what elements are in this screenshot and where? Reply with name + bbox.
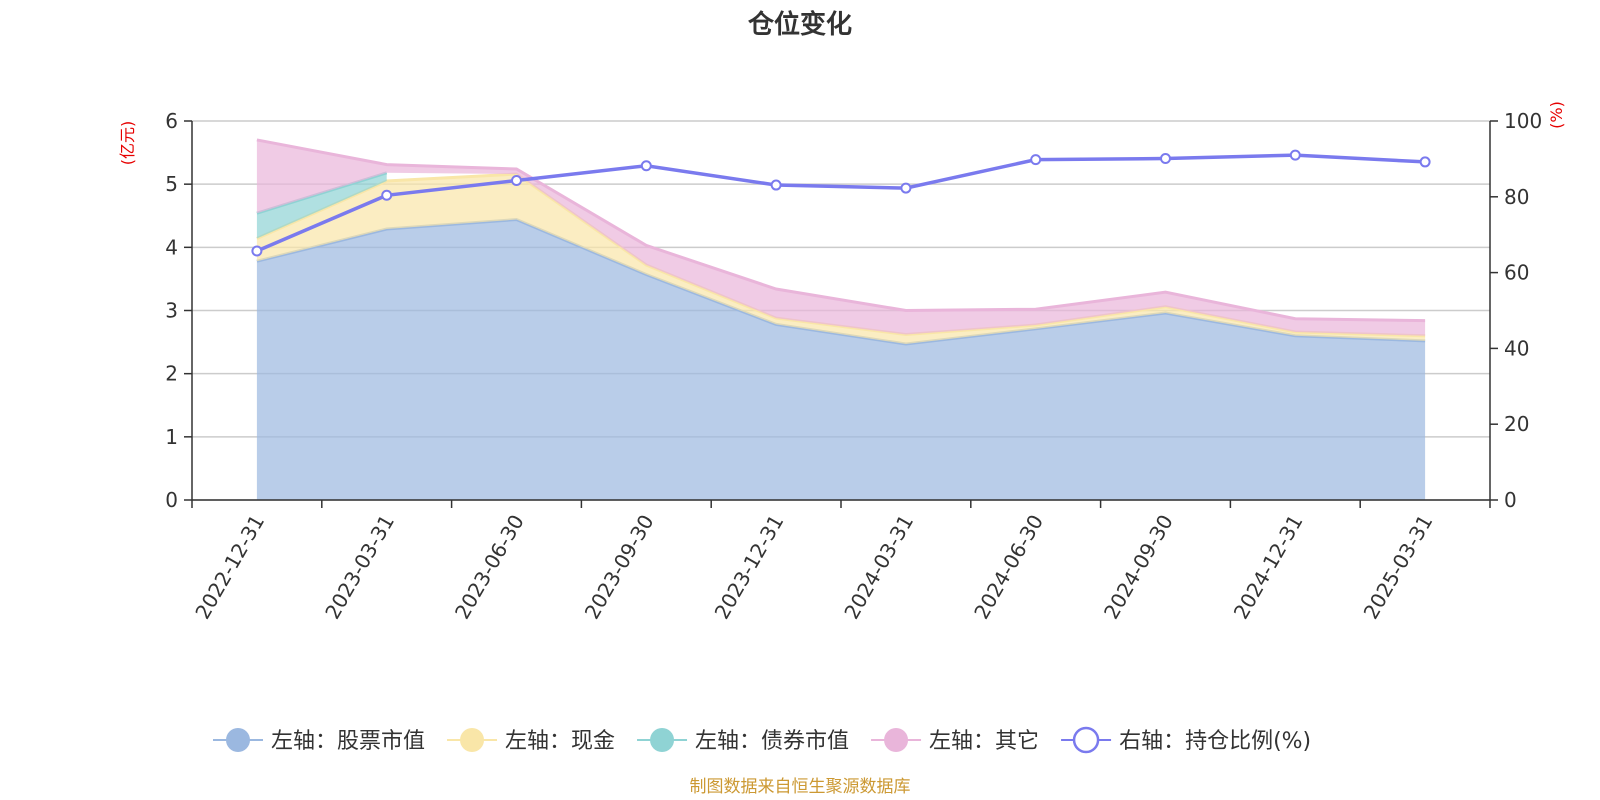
right-tick-label: 40	[1504, 336, 1529, 360]
left-tick-label: 4	[165, 235, 178, 259]
legend-marker	[460, 728, 485, 752]
left-tick-label: 0	[165, 488, 178, 512]
x-tick-label: 2024-09-30	[1099, 511, 1178, 624]
x-tick-label: 2024-03-31	[839, 511, 918, 624]
ratio-point	[511, 175, 522, 187]
ratio-point	[251, 245, 263, 257]
left-tick-label: 2	[165, 362, 178, 386]
ratio-point	[1289, 149, 1301, 161]
right-tick-label: 60	[1504, 261, 1529, 285]
x-tick-label: 2025-03-31	[1359, 511, 1438, 624]
legend-label: 右轴：持仓比例(%)	[1119, 729, 1311, 754]
right-tick-label: 100	[1504, 109, 1542, 133]
chart-title: 仓位变化	[747, 9, 852, 40]
area-series-2	[256, 172, 387, 239]
legend-label: 左轴：现金	[505, 729, 615, 754]
ratio-point	[770, 179, 782, 191]
area-series	[256, 138, 1426, 501]
left-tick-label: 1	[165, 425, 178, 449]
right-axis-unit: (%)	[1547, 101, 1566, 129]
x-tick-label: 2023-12-31	[710, 511, 789, 624]
legend-marker	[884, 728, 909, 752]
ratio-line	[256, 153, 1426, 253]
ratio-point	[1419, 156, 1431, 168]
ratio-line-series	[251, 149, 1431, 257]
left-tick-label: 6	[165, 109, 178, 133]
x-tick-label: 2023-03-31	[320, 511, 399, 624]
ratio-point	[1030, 154, 1042, 166]
left-tick-label: 3	[165, 299, 178, 323]
x-tick-label: 2022-12-31	[190, 511, 269, 624]
left-tick-label: 5	[165, 172, 178, 196]
ratio-point	[381, 189, 393, 201]
right-tick-label: 80	[1504, 185, 1529, 209]
legend-label: 左轴：其它	[929, 729, 1039, 754]
right-tick-label: 0	[1504, 488, 1517, 512]
ratio-point	[900, 182, 912, 194]
area-series-1	[256, 174, 1426, 344]
x-tick-label: 2024-12-31	[1229, 511, 1308, 624]
ratio-point	[640, 160, 652, 172]
legend: 左轴：股票市值 左轴：现金 左轴：债券市值 左轴：其它 右轴：持仓比例(%)	[213, 726, 1311, 754]
x-tick-label: 2023-06-30	[450, 511, 529, 624]
x-tick-label: 2024-06-30	[969, 511, 1048, 624]
ratio-point	[1160, 153, 1171, 165]
legend-label: 左轴：股票市值	[271, 729, 425, 754]
data-source-note: 制图数据来自恒生聚源数据库	[690, 777, 911, 797]
legend-label: 左轴：债券市值	[695, 729, 849, 754]
right-tick-label: 20	[1504, 412, 1529, 436]
legend-marker	[1072, 726, 1100, 754]
legend-marker	[226, 728, 250, 752]
left-axis-unit: (亿元)	[118, 121, 137, 166]
area-series-3-edge	[256, 138, 1426, 323]
x-tick-label: 2023-09-30	[580, 511, 659, 624]
area-series-0	[256, 219, 1426, 501]
legend-marker	[650, 728, 675, 752]
